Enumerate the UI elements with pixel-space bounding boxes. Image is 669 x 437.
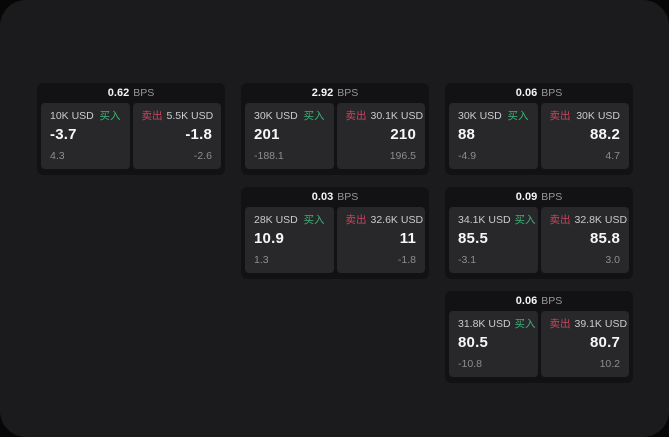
- sell-delta: -2.6: [193, 150, 212, 162]
- bps-header: 0.03 BPS: [245, 187, 425, 207]
- bps-header: 0.06 BPS: [449, 291, 629, 311]
- bps-value: 0.09: [515, 191, 538, 203]
- buy-delta: -4.9: [458, 150, 477, 162]
- sell-quote-tile[interactable]: 卖出 32.6K USD 11 -1.8: [336, 207, 425, 273]
- buy-amount: 10K USD: [50, 110, 94, 122]
- buy-amount: 28K USD: [254, 214, 298, 226]
- buy-amount: 34.1K USD: [458, 214, 511, 226]
- quote-body: 30K USD 买入 201 -188.1 卖出 30.1K USD 210 1…: [245, 103, 425, 169]
- buy-side-label: 买入: [303, 214, 325, 226]
- sell-amount: 39.1K USD: [574, 318, 628, 330]
- sell-quote-tile[interactable]: 卖出 30.1K USD 210 196.5: [336, 103, 425, 169]
- buy-price: 80.5: [458, 334, 488, 351]
- sell-side-label: 卖出: [549, 318, 571, 330]
- buy-delta: -3.1: [458, 254, 477, 266]
- sell-price: -1.8: [185, 126, 212, 143]
- sell-price: 85.8: [590, 230, 620, 247]
- quote-card-3: 0.03 BPS 28K USD 买入 10.9 1.3 卖出 32.6K US…: [241, 187, 429, 279]
- bps-value: 0.06: [515, 87, 538, 99]
- bps-header: 0.09 BPS: [449, 187, 629, 207]
- buy-quote-tile[interactable]: 10K USD 买入 -3.7 4.3: [41, 103, 130, 169]
- sell-side-label: 卖出: [549, 110, 571, 122]
- bps-value: 0.62: [107, 87, 130, 99]
- buy-quote-tile[interactable]: 31.8K USD 买入 80.5 -10.8: [449, 311, 538, 377]
- bps-unit: BPS: [541, 295, 563, 307]
- quote-grid: 0.62 BPS 10K USD 买入 -3.7 4.3 卖出 5.5K USD…: [37, 83, 633, 383]
- sell-delta: -1.8: [397, 254, 416, 266]
- bps-unit: BPS: [133, 87, 155, 99]
- bps-unit: BPS: [541, 87, 563, 99]
- sell-quote-tile[interactable]: 卖出 32.8K USD 85.8 3.0: [540, 207, 629, 273]
- sell-price: 210: [390, 126, 416, 143]
- bps-header: 0.06 BPS: [449, 83, 629, 103]
- sell-side-label: 卖出: [549, 214, 571, 226]
- quote-card-5: 0.06 BPS 31.8K USD 买入 80.5 -10.8 卖出 39.1…: [445, 291, 633, 383]
- buy-price: -3.7: [50, 126, 77, 143]
- sell-side-label: 卖出: [345, 214, 367, 226]
- buy-amount: 31.8K USD: [458, 318, 511, 330]
- sell-amount: 30.1K USD: [370, 110, 424, 122]
- buy-price: 85.5: [458, 230, 488, 247]
- buy-quote-tile[interactable]: 28K USD 买入 10.9 1.3: [245, 207, 334, 273]
- sell-side-label: 卖出: [345, 110, 367, 122]
- buy-quote-tile[interactable]: 34.1K USD 买入 85.5 -3.1: [449, 207, 538, 273]
- sell-amount: 5.5K USD: [166, 110, 214, 122]
- sell-price: 11: [399, 230, 416, 247]
- bps-value: 0.06: [515, 295, 538, 307]
- sell-quote-tile[interactable]: 卖出 30K USD 88.2 4.7: [540, 103, 629, 169]
- bps-value: 0.03: [311, 191, 334, 203]
- quote-body: 34.1K USD 买入 85.5 -3.1 卖出 32.8K USD 85.8…: [449, 207, 629, 273]
- sell-delta: 3.0: [605, 254, 620, 266]
- bps-unit: BPS: [541, 191, 563, 203]
- buy-delta: 4.3: [50, 150, 65, 162]
- sell-delta: 4.7: [605, 150, 620, 162]
- sell-price: 80.7: [590, 334, 620, 351]
- quote-body: 31.8K USD 买入 80.5 -10.8 卖出 39.1K USD 80.…: [449, 311, 629, 377]
- quote-card-0: 0.62 BPS 10K USD 买入 -3.7 4.3 卖出 5.5K USD…: [37, 83, 225, 175]
- quote-card-1: 2.92 BPS 30K USD 买入 201 -188.1 卖出 30.1K …: [241, 83, 429, 175]
- sell-quote-tile[interactable]: 卖出 5.5K USD -1.8 -2.6: [132, 103, 221, 169]
- sell-amount: 32.6K USD: [370, 214, 424, 226]
- buy-price: 88: [458, 126, 476, 143]
- buy-side-label: 买入: [303, 110, 325, 122]
- buy-delta: 1.3: [254, 254, 269, 266]
- sell-amount: 30K USD: [576, 110, 620, 122]
- sell-side-label: 卖出: [141, 110, 163, 122]
- sell-delta: 10.2: [599, 358, 620, 370]
- quote-card-4: 0.09 BPS 34.1K USD 买入 85.5 -3.1 卖出 32.8K…: [445, 187, 633, 279]
- buy-side-label: 买入: [507, 110, 529, 122]
- sell-price: 88.2: [590, 126, 620, 143]
- bps-header: 0.62 BPS: [41, 83, 221, 103]
- buy-quote-tile[interactable]: 30K USD 买入 201 -188.1: [245, 103, 334, 169]
- buy-delta: -10.8: [458, 358, 482, 370]
- buy-price: 201: [254, 126, 280, 143]
- buy-quote-tile[interactable]: 30K USD 买入 88 -4.9: [449, 103, 538, 169]
- buy-side-label: 买入: [99, 110, 121, 122]
- quote-body: 28K USD 买入 10.9 1.3 卖出 32.6K USD 11 -1.8: [245, 207, 425, 273]
- bps-header: 2.92 BPS: [245, 83, 425, 103]
- buy-amount: 30K USD: [458, 110, 502, 122]
- buy-side-label: 买入: [514, 318, 536, 330]
- sell-amount: 32.8K USD: [574, 214, 628, 226]
- buy-delta: -188.1: [254, 150, 284, 162]
- buy-side-label: 买入: [514, 214, 536, 226]
- quote-body: 30K USD 买入 88 -4.9 卖出 30K USD 88.2 4.7: [449, 103, 629, 169]
- quote-card-2: 0.06 BPS 30K USD 买入 88 -4.9 卖出 30K USD 8…: [445, 83, 633, 175]
- bps-value: 2.92: [311, 87, 334, 99]
- bps-unit: BPS: [337, 191, 359, 203]
- buy-price: 10.9: [254, 230, 284, 247]
- sell-quote-tile[interactable]: 卖出 39.1K USD 80.7 10.2: [540, 311, 629, 377]
- sell-delta: 196.5: [389, 150, 416, 162]
- quote-body: 10K USD 买入 -3.7 4.3 卖出 5.5K USD -1.8 -2.…: [41, 103, 221, 169]
- buy-amount: 30K USD: [254, 110, 298, 122]
- bps-unit: BPS: [337, 87, 359, 99]
